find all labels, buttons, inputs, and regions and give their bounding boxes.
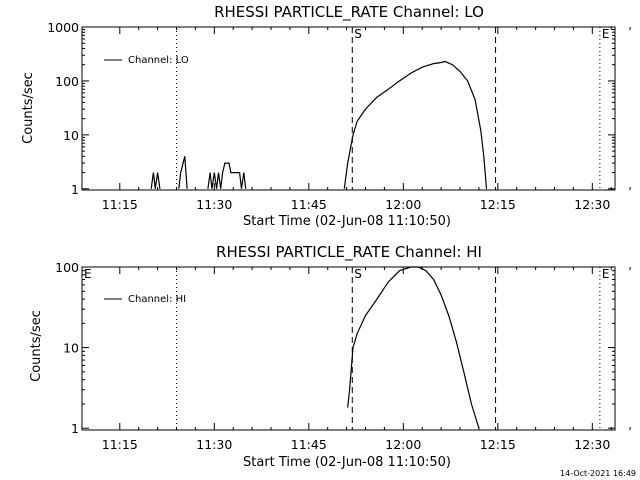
- data-series-line: [150, 172, 161, 189]
- y-tick-label: 10: [63, 128, 79, 143]
- x-tick-label: 11:30: [196, 197, 232, 212]
- event-marker-label: S: [354, 27, 362, 41]
- data-series: [347, 266, 480, 429]
- x-tick-label: 12:00: [385, 197, 421, 212]
- x-tick-label: 11:45: [291, 437, 327, 452]
- x-axis-title: Start Time (02-Jun-08 11:10:50): [243, 214, 451, 229]
- event-marker-label: S: [354, 267, 362, 281]
- y-axis-ticks: 1 10 100: [55, 260, 615, 436]
- panel-lo: RHESSI PARTICLE_RATE Channel: LO Start T…: [21, 3, 631, 229]
- data-series: [150, 60, 488, 189]
- x-tick-label: 12:15: [480, 197, 516, 212]
- legend: Channel: HI: [104, 294, 186, 305]
- chart-title: RHESSI PARTICLE_RATE Channel: LO: [214, 3, 484, 22]
- x-tick-label: 12:00: [385, 437, 421, 452]
- panel-hi: RHESSI PARTICLE_RATE Channel: HI Start T…: [29, 243, 631, 470]
- data-series-line: [207, 162, 247, 189]
- y-tick-label: 1000: [47, 20, 79, 35]
- plot-frame: [81, 266, 616, 431]
- x-tick-label: 12:15: [480, 437, 516, 452]
- x-tick-label: 11:45: [291, 197, 327, 212]
- event-marker-label: E: [602, 267, 610, 281]
- data-series-line: [343, 60, 488, 189]
- legend-label: Channel: HI: [128, 294, 186, 305]
- data-series-line: [347, 266, 480, 429]
- x-tick-label: 11:30: [196, 437, 232, 452]
- x-tick-label: 11:15: [102, 437, 138, 452]
- x-tick-label: 12:30: [574, 437, 610, 452]
- legend: Channel: LO: [104, 55, 189, 66]
- y-tick-label: 1: [71, 421, 79, 436]
- footer-timestamp: 14-Oct-2021 16:49: [560, 469, 636, 478]
- data-series-line: [178, 156, 188, 189]
- y-axis-title: Counts/sec: [21, 72, 36, 144]
- plot-frame: [81, 26, 616, 191]
- event-marker-label: E: [602, 27, 610, 41]
- y-axis-ticks: 1 10 100 1000: [47, 20, 615, 197]
- y-tick-label: 100: [55, 260, 79, 275]
- x-tick-label: 11:15: [102, 197, 138, 212]
- y-tick-label: 100: [55, 74, 79, 89]
- x-tick-label: 12:30: [574, 197, 610, 212]
- y-axis-title: Counts/sec: [29, 310, 44, 382]
- x-axis-title: Start Time (02-Jun-08 11:10:50): [243, 455, 451, 470]
- y-tick-label: 1: [71, 182, 79, 197]
- chart-title: RHESSI PARTICLE_RATE Channel: HI: [216, 243, 482, 262]
- event-marker-label: E: [84, 267, 92, 281]
- legend-label: Channel: LO: [128, 55, 189, 66]
- y-tick-label: 10: [63, 341, 79, 356]
